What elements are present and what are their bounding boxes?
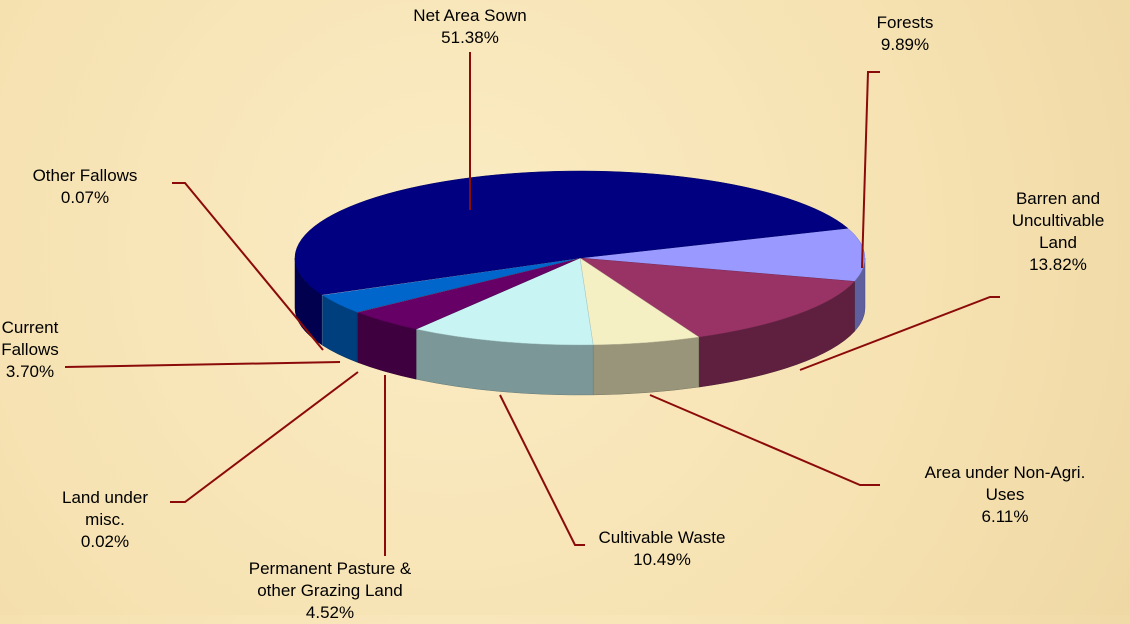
category-label: Permanent Pasture & other Grazing Land [230,558,430,602]
value-label: 3.70% [0,361,65,383]
value-label: 13.82% [993,254,1123,276]
category-label: Barren and Uncultivable Land [993,188,1123,254]
category-label: Area under Non-Agri. Uses [915,462,1095,506]
value-label: 0.02% [55,531,155,553]
category-label: Current Fallows [0,317,65,361]
category-label: Forests [850,12,960,34]
value-label: 0.07% [0,187,175,209]
category-label: Other Fallows [0,165,175,187]
data-label: Land under misc.0.02% [55,487,155,553]
value-label: 51.38% [370,27,570,49]
leader-line [862,72,880,268]
leader-line [170,372,358,502]
leader-line [65,362,340,367]
leader-line [650,395,880,485]
category-label: Land under misc. [55,487,155,531]
value-label: 10.49% [562,549,762,571]
slice-side [593,337,699,395]
leader-line [500,395,585,545]
value-label: 4.52% [230,602,430,624]
value-label: 9.89% [850,34,960,56]
category-label: Cultivable Waste [562,527,762,549]
category-label: Net Area Sown [370,5,570,27]
value-label: 6.11% [915,506,1095,528]
